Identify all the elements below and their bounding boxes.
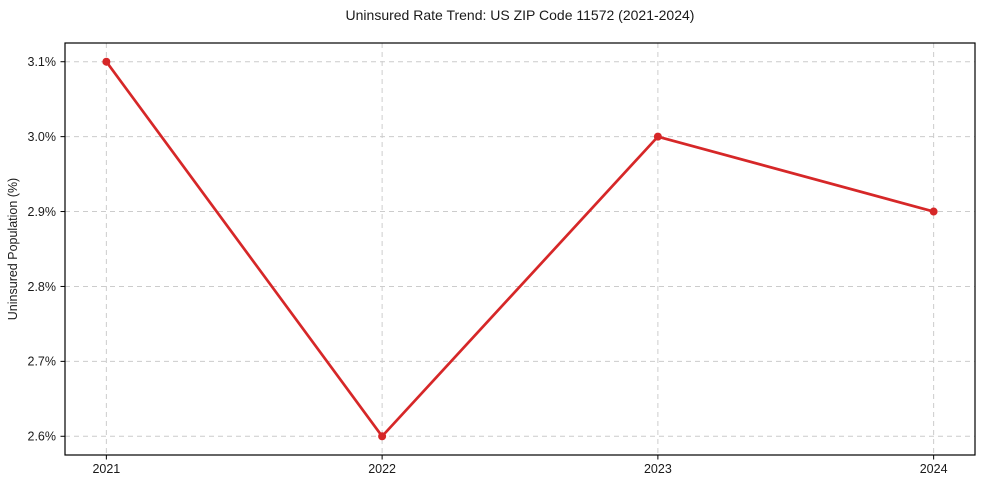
x-tick-label: 2023 xyxy=(644,462,672,476)
chart-title: Uninsured Rate Trend: US ZIP Code 11572 … xyxy=(346,7,695,23)
plot-border xyxy=(64,42,976,456)
x-tick-label: 2021 xyxy=(92,462,120,476)
x-tick-label: 2022 xyxy=(368,462,396,476)
data-point xyxy=(653,132,662,141)
data-point xyxy=(929,207,938,216)
y-axis-label: Uninsured Population (%) xyxy=(6,178,20,320)
data-point xyxy=(378,432,387,441)
y-tick-label: 2.8% xyxy=(28,280,57,294)
y-tick-label: 3.0% xyxy=(28,130,57,144)
y-tick-label: 3.1% xyxy=(28,55,57,69)
x-tick-label: 2024 xyxy=(920,462,948,476)
y-tick-label: 2.7% xyxy=(28,355,57,369)
trend-line xyxy=(105,60,935,438)
data-series xyxy=(102,57,938,441)
axes: 2.6% 2.7% 2.8% 2.9% 3.0% 3.1% 2021 2022 2023 2024 xyxy=(28,42,976,476)
data-point xyxy=(102,57,111,66)
gridlines xyxy=(65,43,975,455)
y-tick-label: 2.6% xyxy=(28,430,57,444)
y-tick-label: 2.9% xyxy=(28,205,57,219)
